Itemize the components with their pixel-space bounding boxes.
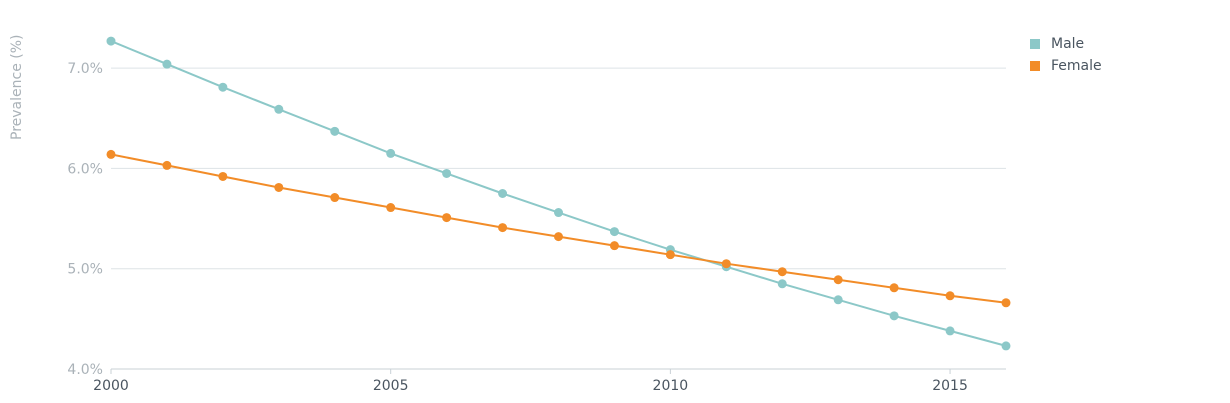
data-point-female[interactable]: [609, 241, 619, 251]
series-female: [106, 149, 1011, 308]
data-point-male[interactable]: [106, 36, 116, 46]
data-point-female[interactable]: [721, 259, 731, 269]
data-point-female[interactable]: [1001, 298, 1011, 308]
data-point-female[interactable]: [889, 283, 899, 293]
data-point-male[interactable]: [609, 227, 619, 237]
data-point-male[interactable]: [498, 189, 508, 198]
data-point-male[interactable]: [777, 279, 787, 289]
y-tick-label: 7.0%: [67, 61, 103, 77]
data-point-female[interactable]: [498, 223, 508, 233]
legend-label-male: Male: [1051, 36, 1085, 52]
legend-swatch-male: [1030, 39, 1040, 49]
data-point-female[interactable]: [665, 250, 675, 260]
y-axis-ticks: 4.0% 5.0% 6.0% 7.0%: [67, 61, 103, 378]
data-point-male[interactable]: [330, 126, 340, 136]
data-point-female[interactable]: [945, 291, 955, 301]
legend: Male Female: [1030, 33, 1102, 77]
x-tick-label: 2015: [932, 378, 968, 394]
data-point-male[interactable]: [889, 311, 899, 321]
data-point-male[interactable]: [554, 208, 563, 218]
series-male: [106, 36, 1011, 351]
data-point-female[interactable]: [386, 203, 396, 213]
data-point-male[interactable]: [945, 326, 955, 336]
data-point-female[interactable]: [442, 213, 452, 223]
data-point-female[interactable]: [554, 232, 563, 242]
y-tick-label: 4.0%: [67, 362, 103, 378]
series-line-female: [110, 153, 1007, 304]
data-point-female[interactable]: [218, 171, 228, 181]
data-point-female[interactable]: [106, 149, 116, 159]
series-layer: [106, 36, 1011, 351]
data-point-female[interactable]: [833, 275, 843, 285]
legend-label-female: Female: [1051, 58, 1102, 74]
data-point-male[interactable]: [218, 82, 228, 92]
data-point-male[interactable]: [1001, 341, 1011, 351]
y-tick-label: 6.0%: [67, 161, 103, 177]
gridlines: [111, 67, 1006, 370]
data-point-male[interactable]: [833, 295, 843, 305]
data-point-male[interactable]: [442, 168, 452, 178]
y-axis-label: Prevalence (%): [9, 34, 25, 141]
data-point-male[interactable]: [386, 148, 396, 158]
x-tick-label: 2010: [653, 378, 689, 394]
data-point-male[interactable]: [162, 59, 172, 69]
legend-swatch-female: [1030, 61, 1040, 71]
data-point-female[interactable]: [274, 182, 284, 192]
data-point-female[interactable]: [162, 160, 172, 170]
legend-item-female[interactable]: Female: [1030, 55, 1102, 77]
data-point-female[interactable]: [330, 193, 340, 203]
y-tick-label: 5.0%: [67, 262, 103, 278]
x-tick-label: 2000: [93, 378, 129, 394]
data-point-female[interactable]: [777, 267, 787, 277]
x-axis-ticks: 2000 2005 2010 2015: [93, 369, 968, 394]
legend-item-male[interactable]: Male: [1030, 33, 1102, 55]
data-point-male[interactable]: [274, 104, 284, 114]
x-tick-label: 2005: [373, 378, 409, 394]
series-line-male: [110, 40, 1007, 347]
